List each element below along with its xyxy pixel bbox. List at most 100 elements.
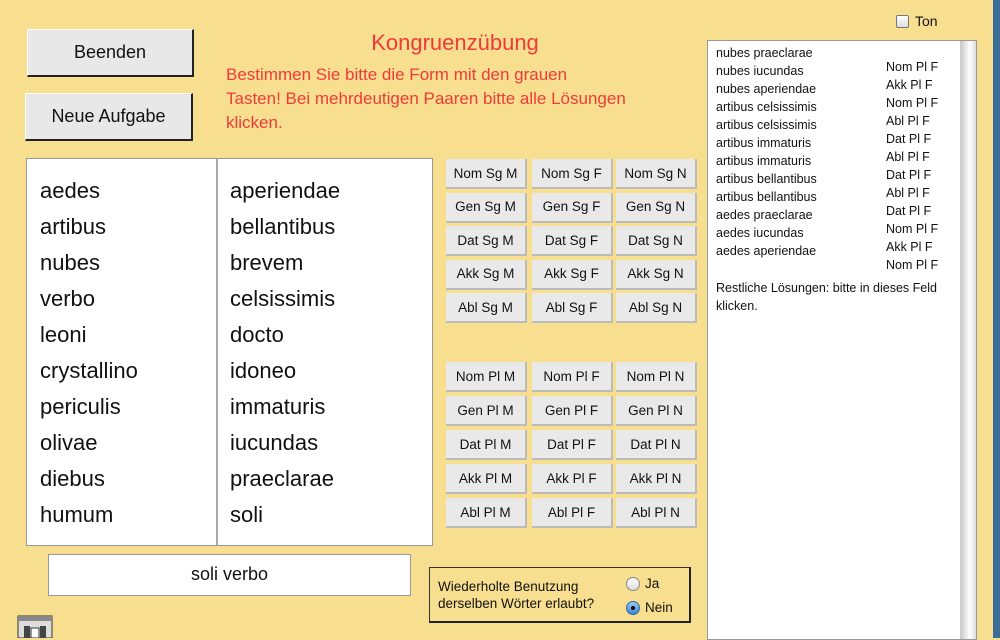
- form-button[interactable]: Dat Pl F: [532, 430, 613, 460]
- adjective-item[interactable]: aperiendae: [230, 178, 341, 203]
- adjective-item[interactable]: docto: [230, 322, 284, 347]
- form-button[interactable]: Nom Sg M: [446, 159, 527, 189]
- new-task-button[interactable]: Neue Aufgabe: [25, 93, 193, 141]
- form-button[interactable]: Abl Sg F: [532, 293, 613, 323]
- form-button[interactable]: Gen Pl M: [446, 396, 527, 426]
- adjective-item[interactable]: idoneo: [230, 358, 297, 383]
- noun-item[interactable]: olivae: [40, 430, 98, 455]
- radio-selected-icon[interactable]: [626, 600, 640, 615]
- solution-row: nubes iucundas Akk Pl F: [716, 64, 933, 92]
- form-button[interactable]: Akk Sg M: [446, 259, 527, 290]
- noun-item[interactable]: verbo: [40, 286, 96, 311]
- form-button[interactable]: Abl Sg M: [446, 293, 527, 323]
- adjective-item[interactable]: bellantibus: [230, 214, 336, 239]
- scrollbar[interactable]: [960, 41, 976, 639]
- solution-form: Nom Pl F: [886, 258, 939, 272]
- instructions: Bestimmen Sie bitte die Form mit den gra…: [226, 65, 626, 132]
- noun-item[interactable]: nubes: [40, 250, 100, 275]
- adjective-item[interactable]: brevem: [230, 250, 304, 275]
- form-button[interactable]: Nom Pl N: [616, 362, 697, 392]
- noun-item[interactable]: humum: [40, 502, 114, 527]
- word-table: aedes artibus nubes verbo leoni crystallino pe…: [26, 158, 433, 546]
- form-button[interactable]: Dat Pl M: [446, 430, 527, 460]
- radio-yes[interactable]: Ja: [626, 576, 659, 591]
- adjective-item[interactable]: celsissimis: [230, 286, 336, 311]
- sound-label: Ton: [915, 13, 938, 29]
- solution-row: artibus celsissimis Dat Pl F: [716, 118, 931, 146]
- solution-form: Akk Pl F: [886, 240, 933, 254]
- form-button[interactable]: Dat Sg M: [446, 226, 527, 256]
- adjective-column: aperiendae bellantibus brevem celsissimis do…: [230, 175, 340, 535]
- form-button[interactable]: Akk Sg N: [616, 259, 697, 290]
- form-button[interactable]: Nom Pl F: [532, 362, 613, 392]
- solution-pair: artibus celsissimis: [716, 118, 817, 132]
- adjective-item[interactable]: immaturis: [230, 394, 326, 419]
- noun-item[interactable]: artibus: [40, 214, 107, 239]
- checkbox-icon[interactable]: [896, 14, 909, 28]
- noun-item[interactable]: periculis: [40, 394, 121, 419]
- page-title: Kongruenzübung: [371, 30, 539, 55]
- column-divider: [216, 159, 218, 545]
- noun-item[interactable]: leoni: [40, 322, 87, 347]
- form-button[interactable]: Abl Pl N: [616, 498, 697, 528]
- form-button[interactable]: Dat Sg N: [616, 226, 697, 256]
- solution-pair: aedes praeclarae: [716, 208, 813, 222]
- form-button[interactable]: Gen Sg M: [446, 192, 527, 223]
- solution-row: aedes praeclarae Nom Pl F: [716, 208, 938, 236]
- solution-row: aedes aperiendae Nom Pl F: [716, 244, 938, 272]
- form-button[interactable]: Gen Pl F: [532, 396, 613, 426]
- solution-row: artibus bellantibus Abl Pl F: [716, 172, 930, 200]
- solution-form: Dat Pl F: [886, 168, 932, 182]
- solution-pair: artibus celsissimis: [716, 100, 817, 114]
- solution-pair: nubes iucundas: [716, 64, 804, 78]
- form-button[interactable]: Dat Pl N: [616, 430, 697, 460]
- form-button[interactable]: Abl Pl F: [532, 498, 613, 528]
- solution-form: Dat Pl F: [886, 132, 932, 146]
- form-button[interactable]: Gen Sg N: [616, 192, 697, 223]
- form-button[interactable]: Akk Pl M: [446, 464, 527, 494]
- form-button[interactable]: Nom Pl M: [446, 362, 527, 392]
- adjective-item[interactable]: iucundas: [230, 430, 319, 455]
- solution-row: artibus bellantibus Dat Pl F: [716, 190, 931, 218]
- form-button[interactable]: Nom Sg N: [616, 159, 697, 189]
- solution-row: aedes iucundas Akk Pl F: [716, 226, 933, 254]
- noun-item[interactable]: crystallino: [40, 358, 138, 383]
- adjective-item[interactable]: soli: [230, 502, 264, 527]
- noun-column: aedes artibus nubes verbo leoni crystallino pe…: [40, 175, 138, 535]
- form-button[interactable]: Dat Sg F: [532, 226, 613, 256]
- solution-row: artibus celsissimis Abl Pl F: [716, 100, 930, 128]
- solution-row: nubes praeclarae Nom Pl F: [716, 46, 938, 74]
- form-button[interactable]: Abl Pl M: [446, 498, 527, 528]
- radio-no-label: Nein: [645, 600, 673, 615]
- form-button[interactable]: Akk Sg F: [532, 259, 613, 290]
- form-button[interactable]: Abl Sg N: [616, 293, 697, 323]
- solution-form: Abl Pl F: [886, 186, 930, 200]
- solution-pair: aedes aperiendae: [716, 244, 817, 258]
- solution-pair: artibus immaturis: [716, 136, 812, 150]
- repeat-option-box: Wiederholte Benutzung derselben Wörter e…: [429, 567, 691, 623]
- remaining-solutions-hint[interactable]: Restliche Lösungen: bitte in dieses Feld…: [716, 281, 937, 313]
- radio-icon[interactable]: [626, 576, 640, 591]
- repeat-question: Wiederholte Benutzung derselben Wörter e…: [438, 579, 595, 611]
- solution-form: Dat Pl F: [886, 204, 932, 218]
- form-button[interactable]: Nom Sg F: [532, 159, 613, 189]
- solutions-panel[interactable]: nubes praeclarae Nom Pl F nubes iucundas Ak…: [707, 40, 977, 640]
- radio-no[interactable]: Nein: [626, 600, 673, 615]
- radio-yes-label: Ja: [645, 576, 660, 591]
- noun-item[interactable]: aedes: [40, 178, 100, 203]
- sound-checkbox[interactable]: Ton: [896, 13, 938, 29]
- form-button[interactable]: Akk Pl N: [616, 464, 697, 494]
- solution-pair: nubes praeclarae: [716, 46, 813, 60]
- form-button[interactable]: Gen Pl N: [616, 396, 697, 426]
- quit-button[interactable]: Beenden: [27, 29, 194, 77]
- solution-pair: artibus bellantibus: [716, 190, 817, 204]
- form-button[interactable]: Gen Sg F: [532, 192, 613, 223]
- solution-pair: nubes aperiendae: [716, 82, 817, 96]
- current-pair-display: soli verbo: [48, 554, 411, 596]
- solution-pair: aedes iucundas: [716, 226, 804, 240]
- adjective-item[interactable]: praeclarae: [230, 466, 334, 491]
- form-button[interactable]: Akk Pl F: [532, 464, 613, 494]
- noun-item[interactable]: diebus: [40, 466, 105, 491]
- solution-row: artibus immaturis Dat Pl F: [716, 154, 931, 182]
- solution-form: Abl Pl F: [886, 114, 930, 128]
